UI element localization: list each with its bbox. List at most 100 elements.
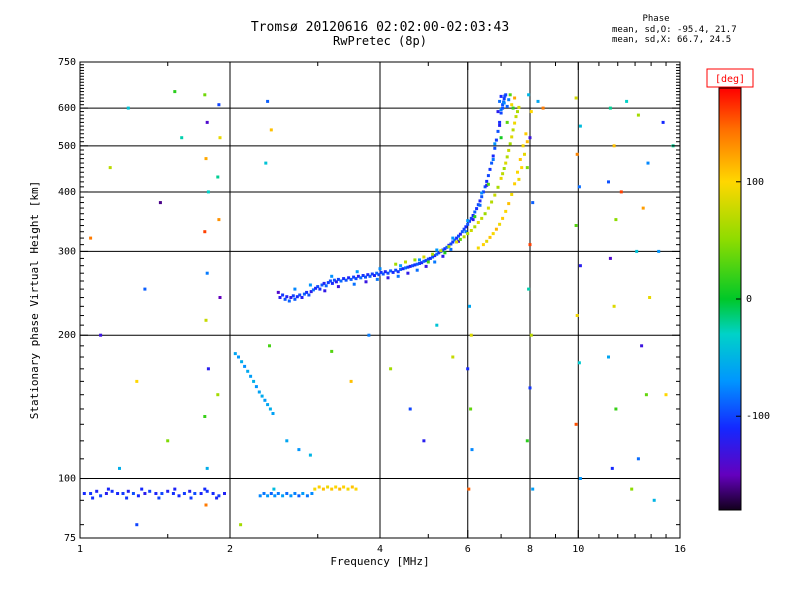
data-point [478,199,482,203]
data-point [469,216,473,220]
data-point [531,487,535,491]
data-point [490,161,494,165]
data-point [330,349,334,353]
data-point [646,161,650,165]
data-point [218,296,222,299]
data-point [314,286,318,290]
data-point [404,266,407,270]
data-point [344,278,348,282]
data-point [458,232,462,236]
data-point [505,155,509,159]
data-point [664,393,668,397]
data-point [396,274,400,278]
data-point [486,182,490,186]
data-point [173,90,177,94]
data-point [525,439,529,443]
data-point [389,367,393,371]
data-point [367,333,371,337]
data-point [349,277,353,281]
data-point [295,295,299,299]
data-point [511,106,515,110]
data-point [577,185,581,189]
data-point [177,494,181,498]
data-point [644,393,648,397]
data-point [305,290,309,294]
data-point [204,318,208,322]
data-point [356,274,360,278]
data-point [469,333,473,337]
data-point [516,110,519,114]
data-point [502,101,506,105]
data-point [501,103,505,107]
data-point [252,379,256,383]
data-point [508,93,512,97]
data-point [457,234,460,238]
colorbar-unit-label: [deg] [715,74,745,85]
data-point [283,297,287,301]
data-point [203,230,207,234]
data-point [246,369,250,373]
data-point [473,210,477,214]
data-point [332,278,336,282]
data-point [460,230,464,234]
data-point [309,290,313,294]
data-point [313,487,317,491]
data-point [272,487,276,491]
data-point [426,260,430,264]
data-point [106,487,110,491]
data-point [99,494,103,498]
data-point [529,110,533,114]
data-point [467,487,471,491]
data-point [469,407,473,411]
data-point [342,277,346,281]
data-point [496,129,500,133]
data-point [498,123,502,127]
plot-title: Tromsø 20120616 02:02:00-02:03:43 [251,20,509,35]
data-point [205,120,209,124]
data-point [420,261,424,265]
data-point [285,492,289,495]
data-point [518,158,522,161]
data-point [308,283,312,287]
phase-stats-o-mode: mean, sd,O: -95.4, 21.7 [612,25,737,35]
data-point [517,177,521,181]
data-point [322,281,326,285]
data-point [293,297,297,301]
data-point [297,448,301,452]
data-point [439,249,443,253]
data-point [521,144,525,148]
data-point [612,304,616,308]
data-point [480,191,484,195]
data-point [510,103,514,107]
data-point [496,185,500,189]
data-point [510,135,514,139]
data-point [240,360,244,364]
data-point [237,355,240,359]
data-point [404,260,407,264]
data-point [386,271,390,275]
data-point [355,270,359,274]
data-point [394,262,398,266]
data-point [455,236,459,240]
scatter-points-layer [82,90,675,527]
data-point [499,136,503,140]
data-point [342,485,346,489]
data-point [464,230,468,234]
colorbar-unit-box [706,68,754,88]
data-point [520,166,524,170]
data-point [480,195,484,199]
data-point [578,124,582,128]
data-point [485,179,489,183]
data-point [148,489,152,493]
data-point [504,209,508,213]
data-point [189,496,193,500]
data-point [143,287,147,291]
data-point [281,293,285,297]
data-point [493,146,497,150]
data-point [233,352,237,356]
data-point [379,270,383,274]
x-tick-label: 2 [227,544,233,555]
data-point [289,494,293,498]
data-point [366,273,370,277]
